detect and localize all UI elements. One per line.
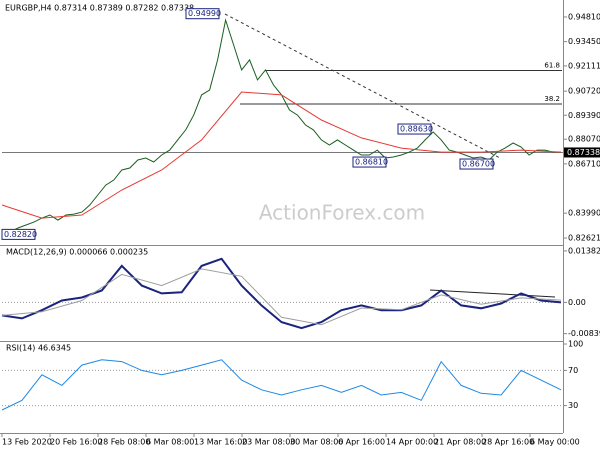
x-tick-label: 30 Mar 08:00	[290, 438, 343, 447]
x-tick-label: 20 Feb 16:00	[50, 438, 102, 447]
last-price-label: 0.87338	[567, 148, 600, 157]
chart-title: EURGBP,H4 0.87314 0.87389 0.87282 0.8733…	[5, 4, 194, 13]
annotation-label: 0.86700	[462, 160, 495, 169]
annotation-label: 0.86810	[355, 158, 388, 167]
y-tick-label: 100	[568, 340, 583, 349]
y-tick-label: 0.93450	[568, 37, 600, 46]
y-tick-label: 0.83990	[568, 209, 600, 218]
macd-title: MACD(12,26,9) 0.000066 0.000235	[6, 248, 148, 257]
x-tick-label: 28 Apr 16:00	[482, 438, 534, 447]
y-tick-label: 0.86710	[568, 159, 600, 168]
x-tick-label: 21 Apr 08:00	[434, 438, 486, 447]
annotation-box	[459, 158, 494, 170]
y-tick-label: 0.00	[568, 298, 586, 307]
annotation-box	[397, 123, 432, 135]
y-tick-label: 0.90720	[568, 87, 600, 96]
annotation-label: 0.94990	[188, 9, 221, 18]
y-tick-label: 70	[568, 366, 578, 375]
rsi-title: RSI(14) 46.6345	[6, 344, 71, 353]
annotation-box	[185, 8, 220, 20]
y-tick-label: 0.89390	[568, 111, 600, 120]
trend-line	[224, 13, 501, 159]
macd-trend-line	[429, 289, 556, 298]
y-tick-label: 0.82621	[568, 233, 600, 242]
series-line	[1, 359, 562, 411]
fib-label: 61.8	[544, 61, 560, 69]
annotation-label: 0.82820	[4, 230, 37, 239]
x-tick-label: 23 Mar 08:00	[242, 438, 295, 447]
y-tick-label: 0.013821	[568, 246, 600, 255]
x-tick-label: 6 Mar 08:00	[146, 438, 194, 447]
y-tick-label: 0.94810	[568, 12, 600, 21]
y-tick-label: 30	[568, 401, 578, 410]
annotation-box	[1, 228, 36, 240]
x-tick-label: 13 Feb 2020	[2, 438, 52, 447]
series-line	[1, 91, 562, 219]
fib-label: 38.2	[544, 95, 560, 103]
y-tick-label: 0.88070	[568, 135, 600, 144]
series-line	[1, 257, 562, 330]
last-price-box	[564, 147, 600, 158]
y-tick-label: -0.008397	[568, 329, 600, 338]
series-line	[1, 268, 562, 326]
x-tick-label: 6 May 00:00	[530, 438, 580, 447]
x-tick-label: 13 Mar 16:00	[194, 438, 247, 447]
annotation-label: 0.88630	[400, 125, 433, 134]
annotation-box	[352, 156, 387, 168]
y-tick-label: 0.92111	[568, 61, 600, 70]
x-tick-label: 28 Feb 08:00	[98, 438, 150, 447]
x-tick-label: 14 Apr 00:00	[386, 438, 438, 447]
x-tick-label: 6 Apr 16:00	[338, 438, 385, 447]
watermark: ActionForex.com	[259, 201, 425, 225]
